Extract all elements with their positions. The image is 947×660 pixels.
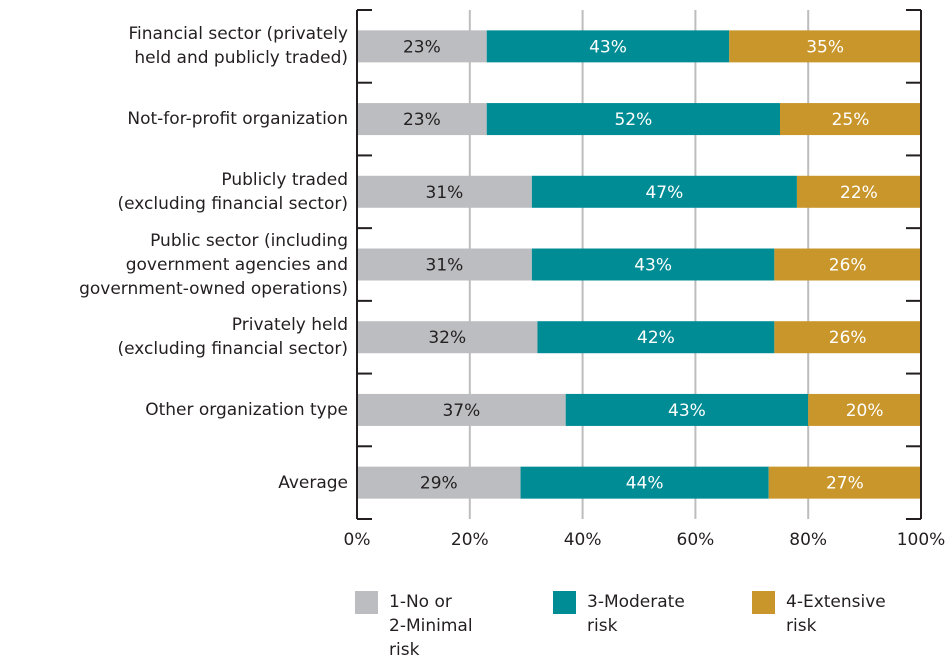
value-label: 27%	[826, 474, 864, 494]
bar-segment	[357, 466, 521, 499]
legend-label: 1-No or 2-Minimal risk	[389, 592, 473, 660]
bar-segment	[357, 248, 532, 281]
bar-segment	[768, 466, 921, 499]
bar-segment	[357, 321, 538, 354]
bar-segment	[486, 30, 730, 63]
bar-segment	[780, 103, 921, 136]
legend-swatch	[355, 591, 378, 614]
bar-segment	[357, 30, 487, 63]
legend-swatch	[752, 591, 775, 614]
value-label: 35%	[806, 37, 844, 57]
value-label: 42%	[637, 328, 675, 348]
value-label: 26%	[829, 256, 867, 276]
category-label: Financial sector (privately held and pub…	[128, 24, 349, 69]
bar-segment	[531, 248, 775, 281]
category-label: Other organization type	[145, 399, 348, 420]
x-tick-label: 100%	[897, 530, 946, 550]
value-label: 25%	[832, 110, 870, 130]
bar-segment	[774, 248, 921, 281]
legend-label: 4-Extensive risk	[786, 592, 886, 636]
category-label: Public sector (including government agen…	[79, 230, 348, 299]
value-label: 23%	[403, 37, 441, 57]
bar-segment	[537, 321, 775, 354]
value-label: 32%	[428, 328, 466, 348]
bar-segment	[357, 103, 487, 136]
x-tick-label: 60%	[677, 530, 715, 550]
x-tick-label: 20%	[451, 530, 489, 550]
bar-segment	[565, 393, 809, 426]
value-label: 29%	[420, 474, 458, 494]
x-tick-label: 0%	[344, 530, 371, 550]
value-label: 26%	[829, 328, 867, 348]
legend-swatch	[553, 591, 576, 614]
bar-segment	[520, 466, 769, 499]
bar-segment	[796, 175, 921, 208]
bar-segment	[357, 393, 566, 426]
x-tick-label: 80%	[789, 530, 827, 550]
legend-label: 3-Moderate risk	[587, 592, 685, 636]
bar-segment	[808, 393, 921, 426]
bar-segment	[357, 175, 532, 208]
bar-segment	[774, 321, 921, 354]
value-label: 52%	[614, 110, 652, 130]
value-label: 31%	[426, 183, 464, 203]
bar-segment	[729, 30, 921, 63]
value-label: 23%	[403, 110, 441, 130]
bar-segment	[486, 103, 780, 136]
value-label: 43%	[589, 37, 627, 57]
category-label: Publicly traded (excluding financial sec…	[117, 169, 348, 214]
value-label: 37%	[442, 401, 480, 421]
x-tick-label: 40%	[564, 530, 602, 550]
value-label: 31%	[426, 256, 464, 276]
value-label: 44%	[626, 474, 664, 494]
value-label: 47%	[645, 183, 683, 203]
category-label: Not-for-profit organization	[127, 109, 348, 130]
value-label: 20%	[846, 401, 884, 421]
value-label: 22%	[840, 183, 878, 203]
value-label: 43%	[668, 401, 706, 421]
value-label: 43%	[634, 256, 672, 276]
category-label: Average	[278, 472, 348, 493]
bar-segment	[531, 175, 797, 208]
category-label: Privately held (excluding financial sect…	[117, 315, 348, 360]
